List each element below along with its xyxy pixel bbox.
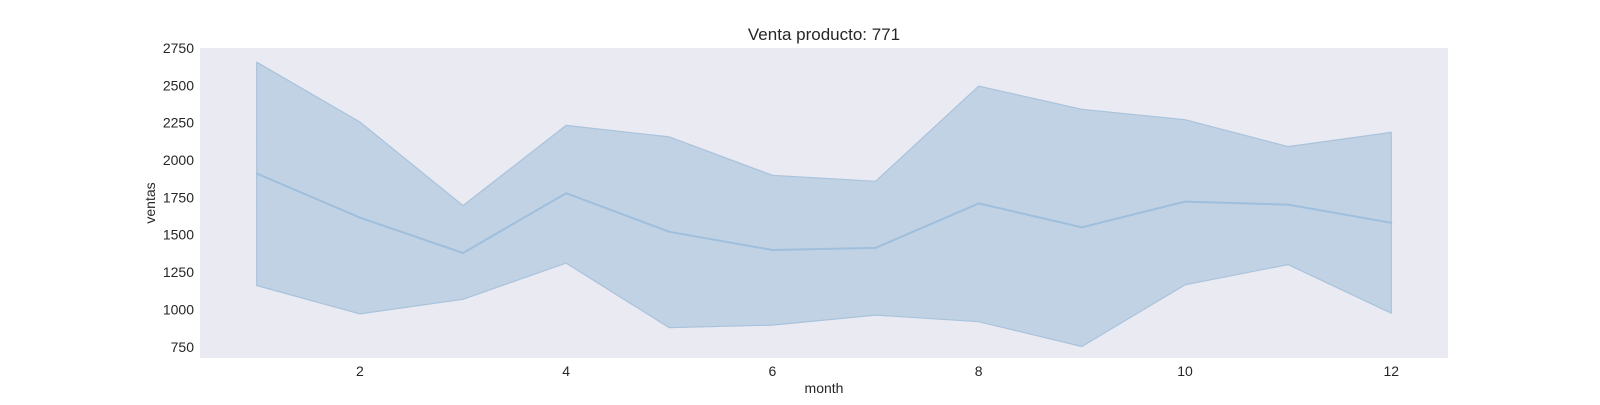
confidence-band <box>256 61 1392 348</box>
y-axis-label: ventas <box>142 182 158 223</box>
data-point <box>1287 203 1290 206</box>
data-point <box>1080 226 1083 229</box>
y-tick-label: 1500 <box>163 227 194 243</box>
data-point <box>1184 200 1186 203</box>
confidence-band-layer <box>256 61 1392 348</box>
x-tick-label: 6 <box>769 363 777 379</box>
series-line-layer <box>255 172 1393 254</box>
x-tick-label: 4 <box>562 363 570 379</box>
data-point <box>565 192 568 195</box>
y-tick-label: 1750 <box>163 189 194 205</box>
x-tick-label: 8 <box>975 363 983 379</box>
y-tick-label: 1250 <box>163 264 194 280</box>
y-tick-label: 750 <box>171 339 195 355</box>
series-line <box>256 172 1392 254</box>
y-tick-label: 2000 <box>163 152 194 168</box>
data-point <box>255 172 258 175</box>
y-tick-label: 2750 <box>163 40 194 56</box>
x-tick-label: 12 <box>1384 363 1400 379</box>
x-axis-ticks: 2 4 6 8 10 12 <box>356 363 1399 379</box>
data-point <box>462 252 464 254</box>
y-tick-label: 2500 <box>163 77 194 93</box>
y-axis-ticks: 750 1000 1250 1500 1750 2000 2250 2500 2750 <box>163 40 194 355</box>
data-point <box>977 202 980 205</box>
data-point <box>874 246 877 249</box>
x-tick-label: 10 <box>1177 363 1193 379</box>
y-tick-label: 1000 <box>163 301 194 317</box>
y-tick-label: 2250 <box>163 115 194 131</box>
data-point <box>1390 221 1393 224</box>
x-axis-label: month <box>805 380 844 396</box>
data-point <box>771 249 774 251</box>
chart-title: Venta producto: 771 <box>748 25 900 44</box>
x-tick-label: 2 <box>356 363 364 379</box>
data-point <box>358 216 361 219</box>
data-point <box>668 230 671 233</box>
